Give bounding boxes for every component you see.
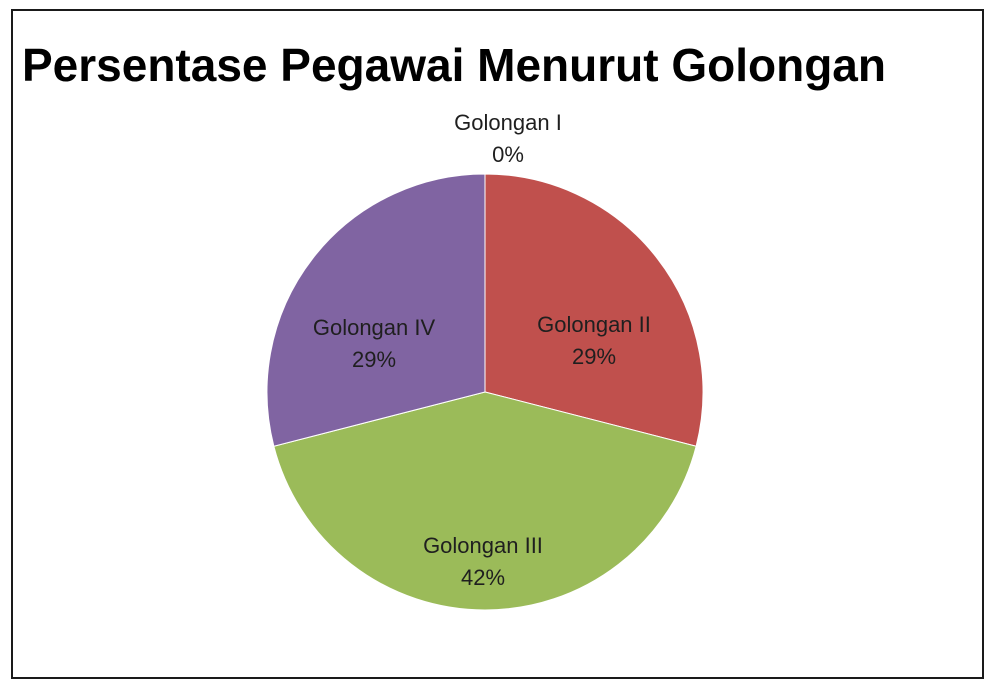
slice-value-golongan-ii: 29% xyxy=(572,344,616,369)
slice-value-golongan-iii: 42% xyxy=(461,565,505,590)
pie-labels: Golongan I 0% Golongan II 29% Golongan III 42… xyxy=(313,110,651,590)
slice-label-golongan-i: Golongan I xyxy=(454,110,562,135)
slice-value-golongan-iv: 29% xyxy=(352,347,396,372)
pie-slice-golongan-iii xyxy=(273,391,697,611)
slice-value-golongan-i: 0% xyxy=(492,142,524,167)
pie-slices xyxy=(266,173,704,611)
pie-slice-golongan-iv xyxy=(266,173,486,447)
slice-label-golongan-iv: Golongan IV xyxy=(313,315,436,340)
chart-title: Persentase Pegawai Menurut Golongan xyxy=(22,39,886,91)
slice-label-golongan-iii: Golongan III xyxy=(423,533,543,558)
slice-label-golongan-ii: Golongan II xyxy=(537,312,651,337)
pie-slice-golongan-ii xyxy=(484,173,704,447)
